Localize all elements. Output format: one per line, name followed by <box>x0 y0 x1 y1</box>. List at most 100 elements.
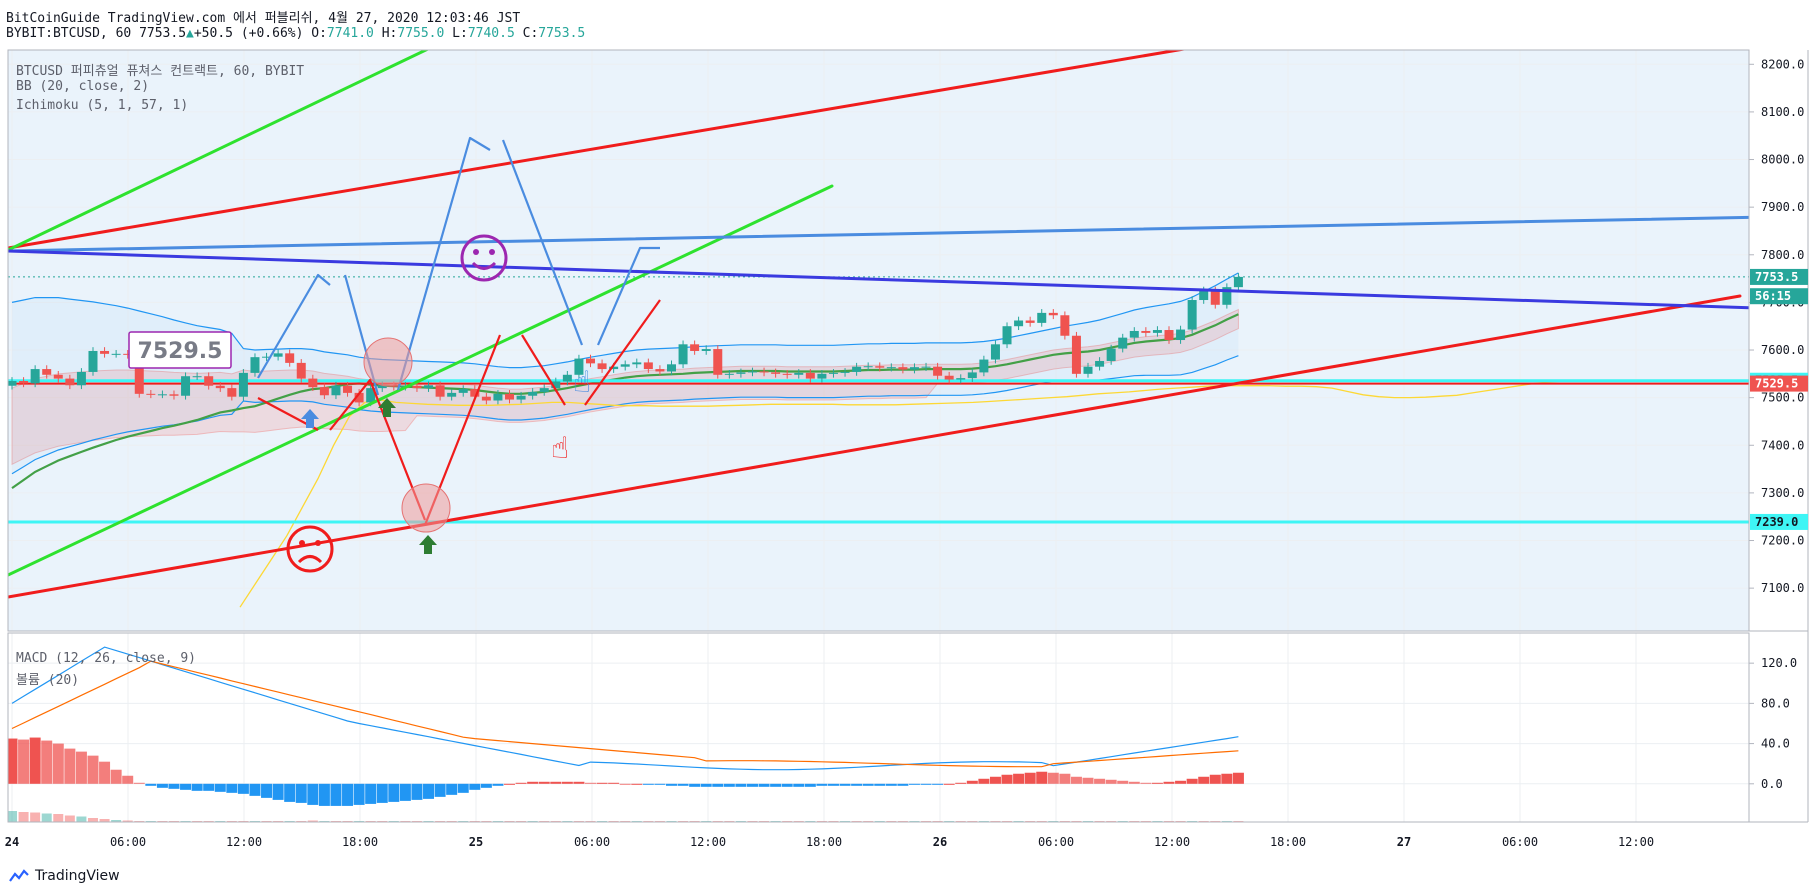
macd-histogram-bar <box>1117 780 1129 784</box>
up-arrow-icon <box>301 409 319 428</box>
macd-histogram-bar <box>619 783 631 785</box>
candle-body <box>1048 312 1058 316</box>
macd-histogram-bar <box>469 783 481 790</box>
x-tick-label: 06:00 <box>574 835 610 849</box>
candle-body <box>771 372 781 374</box>
volume-bar <box>8 811 17 822</box>
x-tick-label: 18:00 <box>1270 835 1306 849</box>
macd-histogram-bar <box>87 755 99 784</box>
macd-histogram-bar <box>295 783 307 803</box>
macd-histogram-bar <box>376 783 388 803</box>
y-tick-label: 7800.0 <box>1761 248 1804 262</box>
last-price: 7753.5 <box>139 26 187 41</box>
candle-body <box>76 371 86 386</box>
smiley-happy-icon <box>460 234 508 282</box>
macd-y-tick-label: 80.0 <box>1761 696 1790 710</box>
candle-body <box>1176 329 1186 341</box>
macd-histogram-bar <box>978 778 990 784</box>
candle-body <box>366 388 376 403</box>
ichimoku-chikou <box>239 380 1567 608</box>
legend-ichimoku[interactable]: Ichimoku (5, 1, 57, 1) <box>16 98 189 113</box>
candle-body <box>1095 360 1105 367</box>
macd-histogram-bar <box>191 783 203 791</box>
volume-bar <box>53 814 64 822</box>
candle-body <box>562 374 572 382</box>
x-tick-label: 18:00 <box>342 835 378 849</box>
macd-y-tick-label: 0.0 <box>1761 777 1783 791</box>
x-tick-label: 06:00 <box>1038 835 1074 849</box>
macd-histogram-bar <box>932 783 944 785</box>
volume-bar <box>18 812 29 822</box>
price-label-bg <box>1750 513 1808 530</box>
legend-main-series[interactable]: BTCUSD 퍼피츄얼 퓨쳐스 컨트랙트, 60, BYBIT <box>16 64 305 79</box>
candle-body <box>331 385 341 396</box>
candle-body <box>319 387 329 396</box>
face-eye <box>489 249 495 255</box>
candle-body <box>597 363 607 370</box>
face-outline <box>460 234 508 282</box>
pane-frames <box>7 49 1809 823</box>
ohlc-close-label: C: <box>522 26 539 41</box>
macd-line <box>11 646 1239 771</box>
macd-histogram-bar <box>18 739 30 784</box>
volume-bar <box>111 820 122 822</box>
up-arrow-icon <box>378 398 396 417</box>
arrow-path-blue <box>596 246 660 346</box>
indicator-lines <box>8 276 1749 608</box>
candle-body <box>724 373 734 375</box>
macd-histogram-bar <box>52 743 64 784</box>
candle-body <box>921 366 931 368</box>
annotation-box-text: 7529.5 <box>138 339 223 364</box>
bb-lower <box>11 355 1239 475</box>
face-eye <box>473 249 479 255</box>
candle-body <box>111 353 121 355</box>
macd-y-tick-label: 120.0 <box>1761 656 1797 670</box>
tradingview-logo[interactable]: TradingView <box>8 868 120 884</box>
legend-bollinger[interactable]: BB (20, close, 2) <box>16 79 150 94</box>
macd-histogram-bar <box>943 783 955 785</box>
macd-histogram-bar <box>1094 778 1106 784</box>
macd-histogram-bar <box>411 783 423 800</box>
legend-macd[interactable]: MACD (12, 26, close, 9) <box>16 651 197 666</box>
face-eye <box>315 540 321 546</box>
candle-body <box>470 389 480 397</box>
x-tick-label: 27 <box>1397 835 1411 849</box>
macd-histogram-bar <box>1013 773 1025 784</box>
price-label-bg <box>1750 268 1808 285</box>
macd-histogram-bar <box>261 783 273 798</box>
macd-histogram-bar <box>1186 778 1198 784</box>
symbol-name[interactable]: BYBIT:BTCUSD, 60 <box>6 26 132 41</box>
highlight-circle <box>401 483 451 533</box>
candle-body <box>285 353 295 363</box>
candle-body <box>875 366 885 368</box>
trendline-red-upper <box>8 50 1188 250</box>
legend-volume[interactable]: 볼륨 (20) <box>16 673 80 688</box>
macd-histogram-bar <box>1070 776 1082 784</box>
face-eye <box>299 540 305 546</box>
macd-histogram-bar <box>596 782 608 784</box>
candle-body <box>690 344 700 351</box>
price-label: 7239.0 <box>1750 513 1808 530</box>
face-mouth <box>297 555 323 564</box>
y-tick-label: 7600.0 <box>1761 343 1804 357</box>
drawings[interactable]: ☝☝ <box>8 48 1818 599</box>
candle-body <box>134 354 144 394</box>
y-tick-label: 7500.0 <box>1761 391 1804 405</box>
ichimoku-kijun <box>11 313 1239 490</box>
candle-body <box>262 356 272 358</box>
hand-pointer-red-icon: ☝ <box>551 431 569 466</box>
macd-histogram-bar <box>989 776 1001 784</box>
x-tick-label: 26 <box>933 835 947 849</box>
candle-body <box>493 393 503 401</box>
candle-body <box>1233 276 1243 288</box>
annotation-box[interactable]: 7529.5 <box>128 331 232 369</box>
macd-histogram-bar <box>561 781 573 784</box>
candle-body <box>123 353 133 355</box>
macd-histogram-bar <box>1047 772 1059 784</box>
candle-body <box>909 367 919 370</box>
trendline-green-lower <box>8 184 834 577</box>
candle-body <box>967 372 977 379</box>
candle-body <box>852 366 862 372</box>
macd-histogram-bar <box>585 782 596 784</box>
